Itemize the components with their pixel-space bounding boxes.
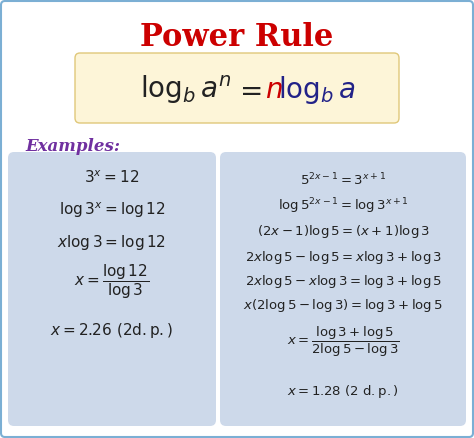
Text: $x(2\log 5 - \log 3) = \log 3 + \log 5$: $x(2\log 5 - \log 3) = \log 3 + \log 5$ (243, 297, 443, 314)
Text: $\log 3^{x} = \log 12$: $\log 3^{x} = \log 12$ (59, 200, 165, 220)
Text: $=$: $=$ (234, 76, 262, 104)
Text: $x = 2.26\ (2\mathrm{d.p.})$: $x = 2.26\ (2\mathrm{d.p.})$ (50, 321, 173, 339)
Text: $\log_{b} a^{n}$: $\log_{b} a^{n}$ (140, 74, 232, 106)
Text: $n$: $n$ (265, 76, 283, 104)
Text: $3^{x} = 12$: $3^{x} = 12$ (84, 170, 139, 186)
Text: $5^{2x-1} = 3^{x+1}$: $5^{2x-1} = 3^{x+1}$ (300, 172, 386, 188)
Text: $x\log 3 = \log 12$: $x\log 3 = \log 12$ (57, 233, 166, 251)
Text: $x = \dfrac{\log 3 + \log 5}{2\log 5 - \log 3}$: $x = \dfrac{\log 3 + \log 5}{2\log 5 - \… (287, 325, 400, 359)
Text: $(2x-1)\log 5 = (x+1)\log 3$: $(2x-1)\log 5 = (x+1)\log 3$ (256, 223, 429, 240)
Text: $2x\log 5 - x\log 3 = \log 3 + \log 5$: $2x\log 5 - x\log 3 = \log 3 + \log 5$ (245, 273, 441, 290)
Text: $x = \dfrac{\log 12}{\log 3}$: $x = \dfrac{\log 12}{\log 3}$ (74, 263, 150, 301)
FancyBboxPatch shape (75, 53, 399, 123)
Text: $\log_{b} a$: $\log_{b} a$ (278, 74, 356, 106)
Text: $\log 5^{2x-1} = \log 3^{x+1}$: $\log 5^{2x-1} = \log 3^{x+1}$ (277, 196, 409, 216)
Text: $x = 1.28\ (2\ \mathrm{d.p.})$: $x = 1.28\ (2\ \mathrm{d.p.})$ (287, 384, 399, 400)
FancyBboxPatch shape (220, 152, 466, 426)
Text: Examples:: Examples: (25, 138, 120, 155)
Text: $2x\log 5 - \log 5 = x\log 3 + \log 3$: $2x\log 5 - \log 5 = x\log 3 + \log 3$ (245, 250, 441, 266)
FancyBboxPatch shape (8, 152, 216, 426)
Text: Power Rule: Power Rule (140, 22, 334, 53)
